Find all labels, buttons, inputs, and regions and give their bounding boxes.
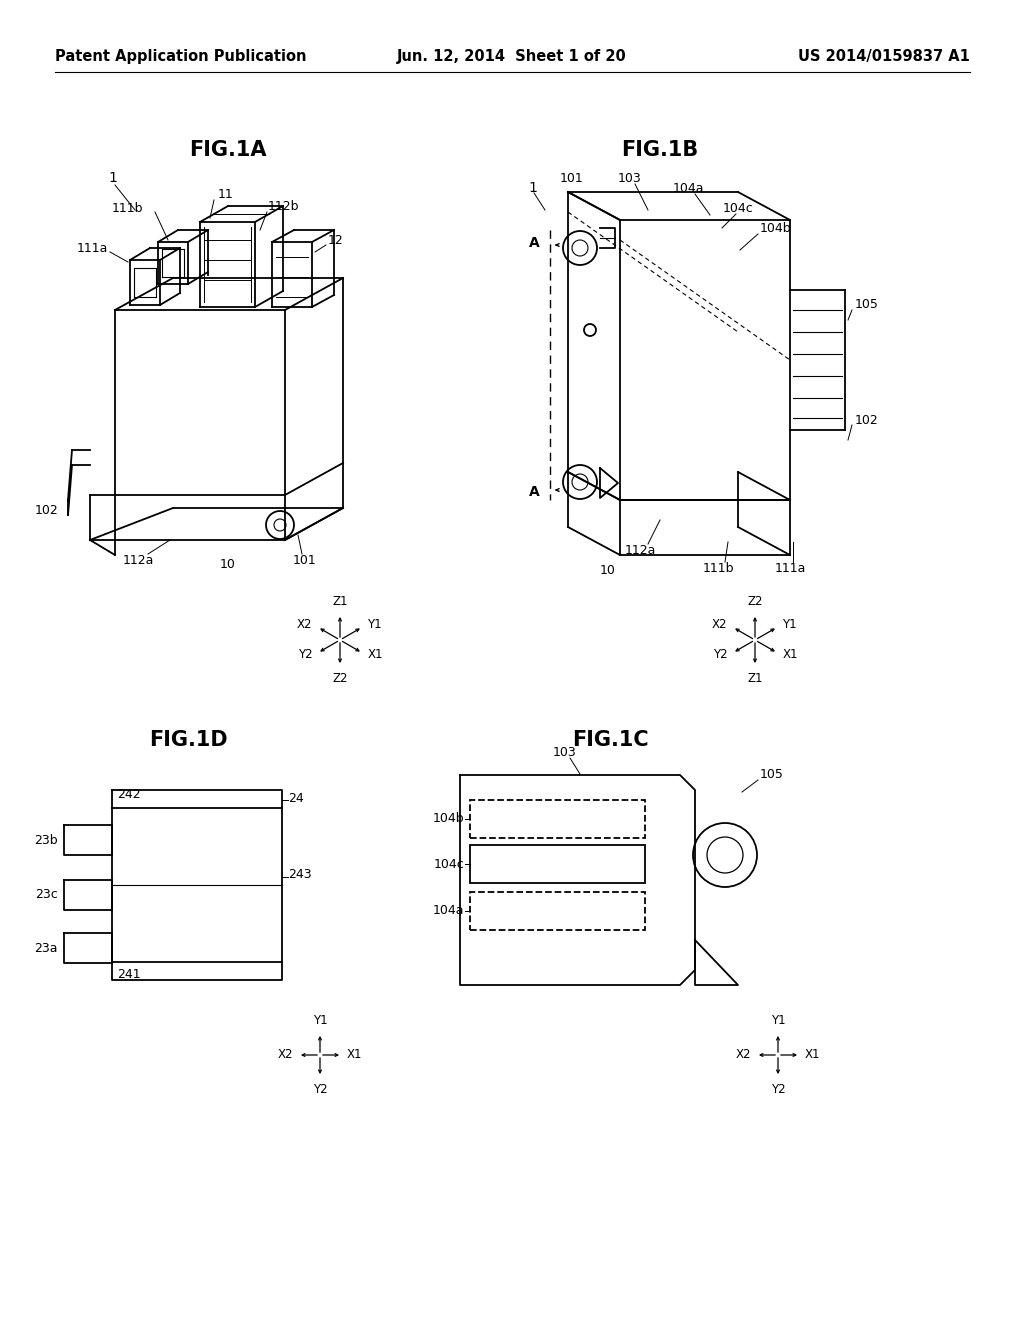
Text: Y2: Y2 (713, 648, 727, 661)
Text: FIG.1C: FIG.1C (571, 730, 648, 750)
Text: X1: X1 (347, 1048, 362, 1061)
Text: 23c: 23c (35, 888, 58, 902)
Text: X1: X1 (368, 648, 383, 661)
Text: Y1: Y1 (771, 1014, 785, 1027)
Text: 104c: 104c (433, 858, 464, 870)
Text: 102: 102 (855, 413, 879, 426)
Text: 111b: 111b (702, 561, 734, 574)
Text: Y1: Y1 (368, 619, 382, 631)
Text: 112a: 112a (625, 544, 655, 557)
Text: Z2: Z2 (332, 672, 348, 685)
Text: Y1: Y1 (782, 619, 797, 631)
Text: X2: X2 (735, 1048, 751, 1061)
Text: FIG.1B: FIG.1B (622, 140, 698, 160)
Text: 104c: 104c (723, 202, 754, 214)
Text: 24: 24 (288, 792, 304, 804)
Text: Y2: Y2 (771, 1082, 785, 1096)
Text: A: A (529, 236, 540, 249)
Text: 103: 103 (618, 172, 642, 185)
Text: 104b: 104b (432, 813, 464, 825)
Text: 101: 101 (293, 553, 316, 566)
Bar (470, 845, 645, 883)
Text: 241: 241 (117, 969, 140, 982)
Text: X1: X1 (782, 648, 798, 661)
Text: Y2: Y2 (312, 1082, 328, 1096)
Text: 11: 11 (218, 189, 233, 202)
Text: 104a: 104a (432, 904, 464, 917)
Bar (470, 800, 645, 838)
Text: 111b: 111b (112, 202, 143, 214)
Text: 1: 1 (108, 172, 117, 185)
Text: X2: X2 (278, 1048, 293, 1061)
Text: 104b: 104b (760, 222, 792, 235)
Text: 10: 10 (220, 558, 236, 572)
Text: Y1: Y1 (312, 1014, 328, 1027)
Text: 242: 242 (117, 788, 140, 800)
Text: Jun. 12, 2014  Sheet 1 of 20: Jun. 12, 2014 Sheet 1 of 20 (397, 49, 627, 65)
Text: 23a: 23a (35, 941, 58, 954)
Text: 112a: 112a (122, 553, 154, 566)
Text: A: A (529, 484, 540, 499)
Text: Z1: Z1 (748, 672, 763, 685)
Text: X1: X1 (805, 1048, 820, 1061)
Text: 104a: 104a (672, 181, 703, 194)
Text: 105: 105 (855, 298, 879, 312)
Text: Z1: Z1 (332, 595, 348, 609)
Text: 103: 103 (553, 746, 577, 759)
Text: Y2: Y2 (298, 648, 312, 661)
Text: 243: 243 (288, 869, 311, 882)
Text: X2: X2 (712, 619, 727, 631)
Text: 12: 12 (328, 234, 344, 247)
Text: FIG.1D: FIG.1D (148, 730, 227, 750)
Bar (470, 892, 645, 931)
Text: 102: 102 (34, 503, 58, 516)
Text: Z2: Z2 (748, 595, 763, 609)
Text: 101: 101 (560, 172, 584, 185)
Text: 1: 1 (528, 181, 537, 195)
Text: 111a: 111a (774, 561, 806, 574)
Text: X2: X2 (297, 619, 312, 631)
Text: 23b: 23b (35, 833, 58, 846)
Text: FIG.1A: FIG.1A (189, 140, 266, 160)
Text: Patent Application Publication: Patent Application Publication (55, 49, 306, 65)
Text: 111a: 111a (77, 242, 108, 255)
Text: 112b: 112b (268, 201, 299, 214)
Text: 10: 10 (600, 564, 616, 577)
Text: US 2014/0159837 A1: US 2014/0159837 A1 (798, 49, 970, 65)
Text: 105: 105 (760, 768, 784, 781)
